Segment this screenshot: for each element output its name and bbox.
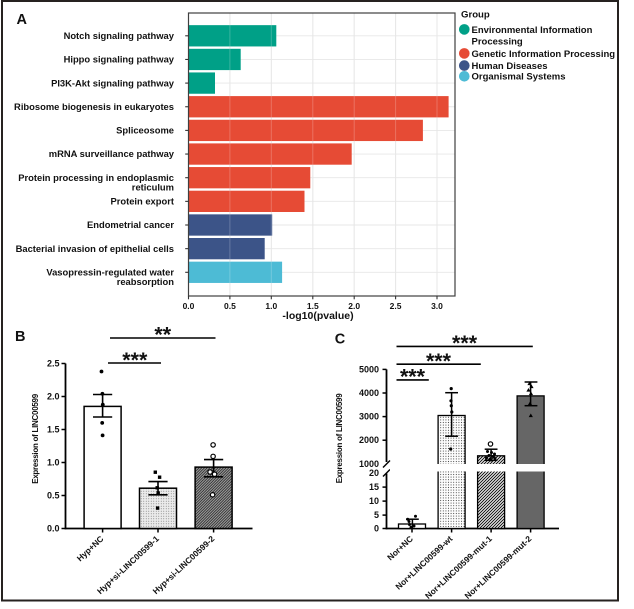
- svg-text:Notch signaling pathway: Notch signaling pathway: [64, 30, 175, 41]
- svg-text:PI3K-Akt signaling pathway: PI3K-Akt signaling pathway: [51, 77, 175, 88]
- svg-text:Group: Group: [461, 10, 490, 21]
- svg-text:15: 15: [369, 482, 379, 492]
- svg-text:**: **: [154, 323, 171, 347]
- svg-text:1.5: 1.5: [47, 425, 60, 435]
- svg-text:2.5: 2.5: [390, 301, 402, 311]
- svg-text:Spliceosome: Spliceosome: [116, 125, 174, 136]
- svg-text:Human Diseases: Human Diseases: [472, 61, 548, 72]
- svg-text:Protein processing in endoplas: Protein processing in endoplasmic: [18, 172, 174, 183]
- svg-text:2000: 2000: [359, 435, 379, 445]
- svg-text:5: 5: [374, 510, 379, 520]
- svg-text:Bacterial invasion of epitheli: Bacterial invasion of epithelial cells: [16, 243, 174, 254]
- svg-text:reabsorption: reabsorption: [117, 276, 175, 287]
- svg-text:10: 10: [369, 496, 379, 506]
- svg-text:B: B: [15, 329, 25, 345]
- svg-text:20: 20: [369, 468, 379, 478]
- svg-text:Genetic Information Processing: Genetic Information Processing: [472, 49, 616, 60]
- svg-text:0.5: 0.5: [47, 491, 60, 501]
- svg-text:3.0: 3.0: [431, 301, 443, 311]
- svg-text:0.0: 0.0: [183, 301, 195, 311]
- svg-text:A: A: [17, 12, 28, 28]
- svg-text:***: ***: [122, 348, 148, 372]
- svg-text:Protein export: Protein export: [110, 196, 174, 207]
- svg-text:Endometrial cancer: Endometrial cancer: [87, 219, 174, 230]
- svg-text:mRNA surveillance pathway: mRNA surveillance pathway: [49, 148, 175, 159]
- svg-text:Ribosome biogenesis in eukaryo: Ribosome biogenesis in eukaryotes: [14, 101, 174, 112]
- svg-text:0: 0: [374, 524, 379, 534]
- svg-text:Processing: Processing: [472, 37, 523, 48]
- svg-text:C: C: [335, 332, 346, 348]
- svg-text:1.0: 1.0: [47, 458, 60, 468]
- svg-text:1.0: 1.0: [265, 301, 277, 311]
- svg-text:1000: 1000: [359, 459, 379, 469]
- svg-text:***: ***: [400, 365, 426, 389]
- svg-text:Expression of LINC00599: Expression of LINC00599: [335, 393, 344, 484]
- svg-text:4000: 4000: [359, 388, 379, 398]
- svg-text:3000: 3000: [359, 412, 379, 422]
- svg-text:Vasopressin-regulated water: Vasopressin-regulated water: [46, 267, 174, 278]
- svg-text:***: ***: [452, 331, 478, 355]
- svg-text:2.0: 2.0: [348, 301, 360, 311]
- svg-text:reticulum: reticulum: [132, 181, 174, 192]
- svg-text:2.5: 2.5: [47, 359, 60, 369]
- svg-text:2.0: 2.0: [47, 392, 60, 402]
- svg-text:***: ***: [426, 349, 452, 373]
- svg-text:1.5: 1.5: [307, 301, 319, 311]
- svg-text:Organismal Systems: Organismal Systems: [472, 72, 566, 83]
- svg-text:Expression of LINC00599: Expression of LINC00599: [31, 393, 40, 484]
- svg-text:-log10(pvalue): -log10(pvalue): [282, 310, 353, 322]
- svg-text:Hippo signaling pathway: Hippo signaling pathway: [64, 54, 175, 65]
- svg-text:Environmental Information: Environmental Information: [472, 25, 593, 36]
- svg-text:0.0: 0.0: [47, 524, 60, 534]
- svg-text:0.5: 0.5: [224, 301, 236, 311]
- svg-text:5000: 5000: [359, 364, 379, 374]
